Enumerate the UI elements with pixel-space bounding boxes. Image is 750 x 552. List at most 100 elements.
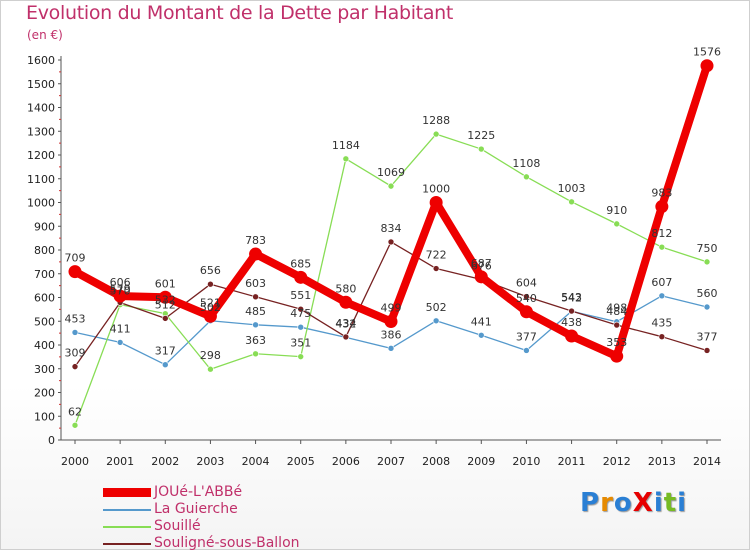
legend-swatch-joue [103, 488, 151, 497]
x-tick-label: 2007 [377, 455, 405, 468]
x-tick-label: 2005 [287, 455, 315, 468]
data-label-souligne: 579 [110, 282, 131, 295]
data-label-guierche: 502 [426, 301, 447, 314]
x-tick-label: 2006 [332, 455, 360, 468]
data-label-joue: 499 [381, 301, 402, 314]
data-point-joue [474, 270, 488, 284]
data-point-joue [519, 305, 533, 319]
data-label-souligne: 551 [290, 289, 311, 302]
data-point-souille [387, 182, 395, 190]
data-label-joue: 521 [200, 296, 221, 309]
data-point-souille [252, 350, 259, 358]
data-label-joue: 687 [471, 257, 492, 270]
data-point-souille [703, 258, 711, 266]
y-tick-label: 1100 [27, 173, 55, 186]
y-tick-label: 700 [34, 268, 55, 281]
data-point-joue [113, 289, 127, 303]
x-tick-label: 2008 [422, 455, 450, 468]
data-label-guierche: 432 [335, 317, 356, 330]
data-label-guierche: 453 [65, 312, 86, 325]
data-label-souligne: 543 [561, 291, 582, 304]
data-label-guierche: 560 [697, 287, 718, 300]
data-label-guierche: 498 [606, 302, 627, 315]
data-point-joue [294, 270, 308, 284]
x-tick-label: 2002 [151, 455, 179, 468]
chart-title: Evolution du Montant de la Dette par Hab… [26, 2, 454, 24]
data-point-joue [655, 200, 669, 214]
data-point-souligne [161, 315, 169, 322]
data-label-souligne: 309 [65, 347, 86, 360]
legend-swatch-souille [103, 526, 151, 528]
data-point-guierche [387, 345, 395, 352]
y-tick-label: 300 [34, 363, 55, 376]
data-label-souille: 532 [155, 294, 176, 307]
data-label-souille: 910 [606, 204, 627, 217]
data-point-joue [429, 196, 443, 209]
data-point-souligne [658, 333, 666, 340]
data-label-souille: 1003 [558, 182, 586, 195]
data-point-guierche [523, 347, 530, 354]
data-label-souille: 1225 [467, 129, 495, 142]
logo-letter: i [677, 488, 688, 518]
data-label-souille: 570 [110, 285, 131, 298]
data-label-souille: 750 [697, 242, 718, 255]
data-point-joue [565, 329, 579, 343]
data-point-souligne [523, 293, 530, 300]
data-point-joue [700, 59, 714, 73]
data-point-joue [203, 309, 217, 323]
data-point-guierche [477, 331, 485, 339]
x-tick-label: 2014 [693, 455, 721, 468]
data-point-guierche [161, 361, 169, 369]
y-tick-label: 500 [34, 315, 55, 328]
y-tick-label: 600 [34, 292, 55, 305]
legend-label-souille: Souillé [154, 518, 201, 534]
data-label-joue: 1576 [693, 46, 721, 59]
data-label-guierche: 607 [651, 276, 672, 289]
data-label-guierche: 475 [290, 307, 311, 320]
y-tick-label: 1300 [27, 125, 55, 138]
data-label-guierche: 386 [381, 328, 402, 341]
data-point-guierche [432, 317, 440, 325]
data-label-souille: 62 [68, 405, 82, 418]
data-point-souille [432, 130, 440, 138]
logo-letter: i [653, 488, 664, 518]
y-tick-label: 1400 [27, 102, 55, 115]
data-label-joue: 438 [561, 316, 582, 329]
data-point-guierche [252, 321, 259, 329]
data-point-souligne [387, 238, 395, 246]
x-tick-label: 2012 [603, 455, 631, 468]
data-label-souligne: 512 [155, 298, 176, 311]
data-point-joue [610, 349, 624, 363]
y-axis-unit: (en €) [27, 28, 63, 42]
data-point-joue [339, 295, 353, 309]
data-point-guierche [658, 292, 666, 300]
data-label-joue: 580 [335, 282, 356, 295]
y-tick-label: 0 [48, 434, 55, 447]
data-point-souille [297, 353, 305, 360]
y-tick-label: 200 [34, 387, 55, 400]
data-point-souligne [568, 307, 575, 315]
data-label-souligne: 377 [697, 330, 718, 343]
data-label-guierche: 317 [155, 345, 176, 358]
data-point-souille [568, 198, 575, 206]
data-point-guierche [116, 339, 124, 346]
data-label-joue: 540 [516, 292, 537, 305]
y-tick-label: 900 [34, 220, 55, 233]
data-point-souligne [613, 321, 621, 329]
data-point-joue [384, 314, 398, 328]
data-point-souligne [207, 280, 214, 288]
data-label-souligne: 434 [335, 317, 356, 330]
data-point-joue [68, 265, 82, 279]
data-label-souille: 298 [200, 349, 221, 362]
data-point-souligne [342, 333, 350, 341]
data-point-guierche [703, 303, 711, 311]
data-label-joue: 685 [290, 257, 311, 270]
data-label-souille: 351 [290, 337, 311, 350]
data-label-souille: 1069 [377, 166, 405, 179]
data-label-joue: 1000 [422, 183, 450, 196]
data-label-joue: 709 [65, 252, 86, 265]
y-tick-label: 1200 [27, 149, 55, 162]
legend-swatch-guierche [103, 509, 151, 511]
data-label-joue: 606 [110, 276, 131, 289]
